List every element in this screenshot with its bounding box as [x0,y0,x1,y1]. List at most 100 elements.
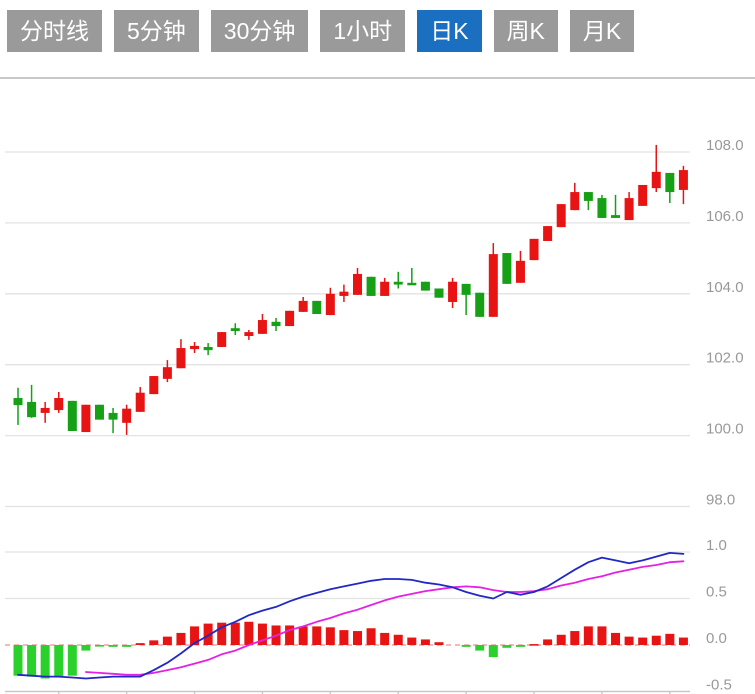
candle-body [54,398,64,411]
candle-body [81,404,91,433]
price-tick-label: 104.0 [706,279,744,296]
candle-body [678,170,688,190]
candle-body [67,400,77,431]
candles-layer [13,144,688,435]
price-tick-label: 100.0 [706,421,744,438]
candle-body [556,204,566,228]
macd-bar [502,645,512,648]
tab-minute-line[interactable]: 分时线 [7,10,102,52]
macd-bar [638,637,648,645]
macd-bar [217,622,227,645]
candle-body [380,281,390,296]
macd-axis-labels: 1.0 0.5 0.0 -0.5 [706,537,732,694]
price-tick-label: 102.0 [706,350,744,367]
macd-bar [393,634,403,645]
price-tick-label: 108.0 [706,137,744,154]
dea-line [85,560,685,676]
tab-1hour[interactable]: 1小时 [320,10,406,52]
macd-bar [94,645,104,647]
macd-bar [556,634,566,645]
dif-line [17,552,685,680]
candle-body [298,300,308,312]
price-tick-label: 98.0 [706,492,735,509]
candle-body [597,198,607,218]
candle-body [434,288,444,298]
macd-bar [176,632,186,645]
macd-bar [678,637,688,645]
macd-bar [149,640,159,645]
candle-body [611,215,621,218]
candle-body [393,281,403,285]
macd-bar [407,637,417,645]
x-axis-ticks [58,691,671,694]
candle-body [122,408,132,423]
macd-bar [27,645,37,677]
macd-bar [244,621,254,645]
tab-monthly-k[interactable]: 月K [569,10,635,52]
macd-bar [108,645,118,647]
candle-body [366,276,376,296]
macd-gridlines [5,551,690,693]
macd-bar [312,626,322,645]
candle-body [162,367,172,379]
candle-body [135,392,145,412]
macd-bar [285,625,295,645]
macd-bar [611,632,621,645]
price-gridlines [5,151,690,508]
price-tick-label: 106.0 [706,208,744,225]
candle-body [339,291,349,296]
candle-body [108,412,118,420]
candle-body [488,254,498,317]
macd-bar [366,628,376,645]
macd-bar [162,636,172,645]
candle-body [583,192,593,201]
candle-body [420,281,430,291]
macd-bar [420,639,430,645]
candle-body [190,345,200,350]
timeframe-tabbar: 分时线 5分钟 30分钟 1小时 日K 周K 月K [7,10,646,52]
macd-tick-label: 0.5 [706,584,727,601]
candle-body [651,171,661,189]
macd-bar [543,639,553,645]
tab-daily-k[interactable]: 日K [417,10,482,52]
macd-bar [434,642,444,645]
macd-bar [135,643,145,645]
macd-bar [380,632,390,645]
candle-body [230,328,240,332]
candle-body [257,320,267,334]
candle-body [543,226,553,241]
candle-body [665,172,675,193]
macd-bar [529,644,539,646]
macd-bar [230,622,240,645]
tab-weekly-k[interactable]: 周K [493,10,558,52]
macd-bar [597,626,607,645]
candle-body [448,281,458,302]
candle-body [13,398,23,406]
candle-body [312,300,322,315]
price-axis-labels: 108.0 106.0 104.0 102.0 100.0 98.0 [706,137,744,509]
candle-body [353,273,362,295]
macd-bar [488,645,498,658]
candle-body [529,238,539,261]
macd-bar [190,626,200,645]
tab-30min[interactable]: 30分钟 [210,10,309,52]
macd-tick-label: 0.0 [706,630,727,647]
macd-bar [203,623,213,645]
candle-body [244,332,254,336]
macd-bar [353,631,362,645]
macd-bar [475,645,485,651]
macd-bar [257,623,267,645]
candle-body [149,376,159,395]
macd-bar [583,626,593,645]
macd-bar [81,645,91,651]
candle-body [407,282,417,286]
macd-histogram [13,621,688,679]
candle-body [176,348,186,369]
candle-body [27,401,37,418]
candle-body [40,407,50,413]
candle-body [624,198,634,221]
tab-5min[interactable]: 5分钟 [114,10,199,52]
macd-bar [325,627,335,645]
macd-bar [54,645,64,678]
macd-bar [570,631,580,645]
